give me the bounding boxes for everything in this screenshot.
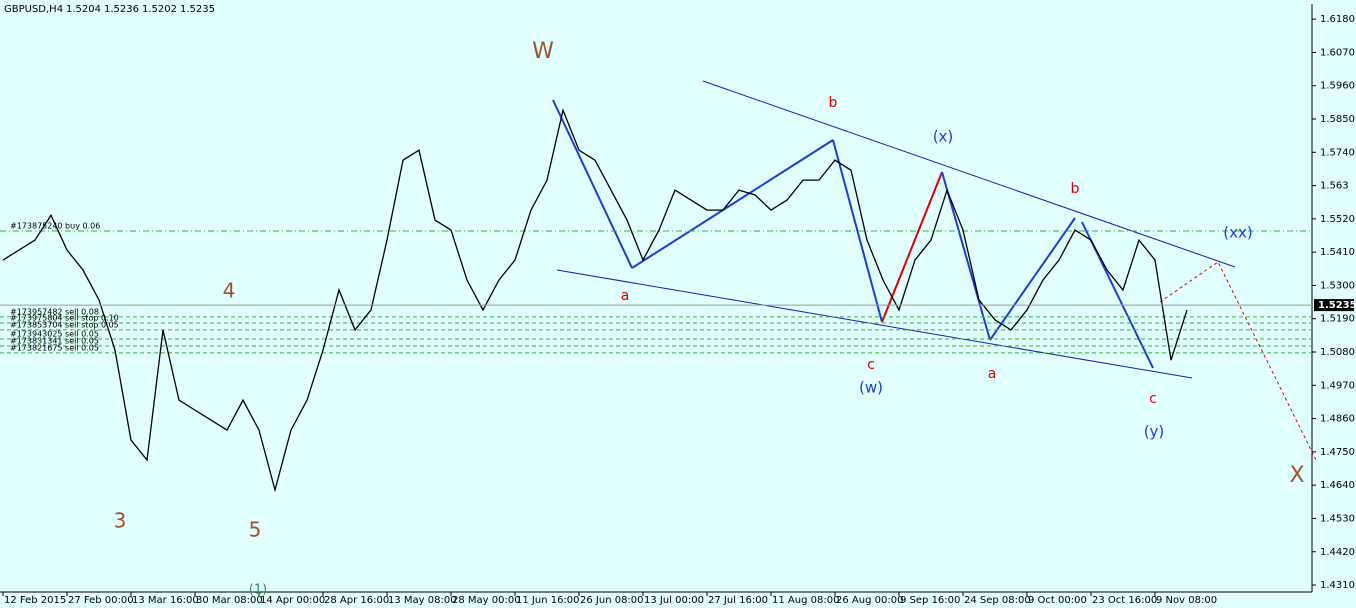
wave-arrow [989, 217, 1076, 341]
order-label: #173975804 sell stop 0.10 [10, 313, 119, 322]
projection [1159, 261, 1317, 461]
y-tick-label: 1.4970 [1320, 380, 1355, 391]
x-tick-label: 28 Apr 16:00 [324, 595, 389, 606]
x-tick-label: 24 Sep 08:00 [964, 595, 1031, 606]
ohlc-value: 1.5204 [66, 4, 101, 15]
wave-label: (1) [249, 583, 267, 598]
wave-label: (xx) [1223, 224, 1252, 242]
y-tick-label: 1.4530 [1320, 513, 1355, 524]
wave-label: c [867, 357, 875, 373]
wave-label: 3 [114, 509, 127, 533]
wave-label: a [988, 366, 997, 382]
x-tick-label: 12 Feb 2015 [4, 595, 66, 606]
x-tick-label: 9 Sep 16:00 [900, 595, 960, 606]
ohlc-value: 1.5235 [180, 4, 215, 15]
wave-label: c [1149, 391, 1157, 407]
y-tick-label: 1.5960 [1320, 81, 1355, 92]
wave-arrow [552, 99, 633, 269]
y-tick-label: 1.5850 [1320, 114, 1355, 125]
wave-label: 4 [223, 279, 236, 303]
channel-upper [702, 80, 1236, 268]
x-tick-label: 11 Aug 08:00 [772, 595, 839, 606]
y-tick-label: 1.5300 [1320, 280, 1355, 291]
symbol: GBPUSD,H4 [4, 4, 63, 15]
y-tick-label: 1.6070 [1320, 47, 1355, 58]
y-tick-label: 1.5190 [1320, 314, 1355, 325]
wave-label: (y) [1144, 423, 1165, 441]
wave-arrow [941, 171, 991, 341]
y-tick-label: 1.5520 [1320, 214, 1355, 225]
ohlc-value: 1.5236 [104, 4, 139, 15]
wave-arrow [832, 139, 883, 323]
wave-label: W [532, 39, 554, 64]
order-label: #173943025 sell 0.05 [10, 330, 99, 339]
y-tick-label: 1.5740 [1320, 147, 1355, 158]
y-tick-label: 1.5080 [1320, 347, 1355, 358]
ohlc-value: 1.5202 [142, 4, 177, 15]
x-tick-label: 30 Mar 08:00 [196, 595, 263, 606]
x-tick-label: 27 Jul 16:00 [708, 595, 768, 606]
y-tick-label: 1.5410 [1320, 247, 1355, 258]
x-tick-label: 9 Nov 08:00 [1156, 595, 1217, 606]
x-tick-label: 28 May 00:00 [452, 595, 521, 606]
wave-arrow [631, 139, 834, 269]
y-tick-label: 1.4310 [1320, 580, 1355, 591]
price-line [2, 108, 1188, 493]
y-tick-label: 1.4750 [1320, 447, 1355, 458]
y-tick-label: 1.4420 [1320, 547, 1355, 558]
x-tick-label: 14 Apr 00:00 [260, 595, 325, 606]
wave-label: (x) [933, 128, 954, 146]
current-price-box [1314, 299, 1354, 312]
x-tick-label: 11 Jun 16:00 [516, 595, 580, 606]
wave-label: X [1289, 463, 1304, 488]
y-tick-label: 1.6180 [1320, 14, 1355, 25]
y-tick-label: 1.4860 [1320, 414, 1355, 425]
y-tick-label: 1.4640 [1320, 480, 1355, 491]
x-tick-label: 26 Jun 08:00 [580, 595, 644, 606]
order-label: #173821675 sell 0.05 [10, 343, 99, 352]
wave-label: 5 [249, 518, 262, 542]
order-label: #173853704 sell stop 0.05 [10, 320, 119, 329]
wave-label: (w) [859, 379, 883, 397]
x-tick-label: 23 Oct 16:00 [1092, 595, 1157, 606]
wave-label: b [1071, 181, 1080, 197]
x-tick-label: 9 Oct 00:00 [1028, 595, 1087, 606]
order-label: #173831341 sell 0.05 [10, 336, 99, 345]
current-price-label: 1.5235 [1318, 300, 1356, 311]
wave-label: b [829, 95, 838, 111]
x-tick-label: 13 May 08:00 [388, 595, 457, 606]
channel-lower [556, 269, 1193, 379]
order-label: #173957482 sell 0.08 [10, 307, 99, 316]
y-tick-label: 1.563 [1320, 181, 1349, 192]
x-tick-label: 26 Aug 00:00 [836, 595, 903, 606]
order-label: #173875240 buy 0.06 [10, 221, 100, 230]
x-tick-label: 27 Feb 00:00 [68, 595, 134, 606]
x-tick-label: 13 Mar 16:00 [132, 595, 199, 606]
x-tick-label: 13 Jul 00:00 [644, 595, 704, 606]
wave-label: a [621, 288, 630, 304]
